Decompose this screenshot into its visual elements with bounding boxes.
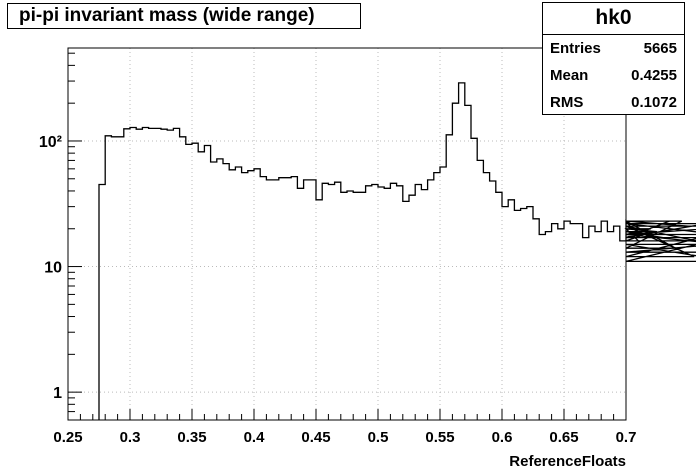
stats-value: 0.4255 [631, 67, 677, 84]
stats-key: RMS [550, 94, 584, 111]
x-tick-label: 0.45 [301, 429, 330, 446]
x-axis-label: ReferenceFloats [509, 453, 626, 470]
histogram-step-line [98, 82, 696, 420]
histogram-name: hk0 [543, 3, 684, 35]
y-tick-label: 10 [44, 260, 62, 277]
x-tick-labels: 0.25 0.3 0.35 0.4 0.45 0.5 0.55 0.6 0.65 0.7 [53, 429, 636, 446]
x-tick-label: 0.55 [425, 429, 454, 446]
x-axis-ticks [67, 409, 627, 420]
y-tick-labels: 1 10 10² [39, 134, 62, 402]
stats-row-rms: RMS 0.1072 [543, 89, 684, 116]
grid-lines [68, 48, 626, 420]
x-tick-label: 0.6 [492, 429, 513, 446]
x-tick-label: 0.7 [616, 429, 637, 446]
stats-value: 0.1072 [631, 94, 677, 111]
x-tick-label: 0.35 [177, 429, 206, 446]
stats-row-mean: Mean 0.4255 [543, 62, 684, 89]
plot-frame [67, 47, 627, 421]
stats-box: hk0 Entries 5665 Mean 0.4255 RMS 0.1072 [542, 2, 685, 115]
stats-row-entries: Entries 5665 [543, 35, 684, 62]
x-tick-label: 0.4 [244, 429, 266, 446]
chart-title: pi-pi invariant mass (wide range) [7, 3, 361, 29]
y-axis-ticks [68, 52, 82, 413]
x-tick-label: 0.5 [368, 429, 389, 446]
stats-key: Entries [550, 40, 601, 57]
y-tick-label: 10² [39, 134, 62, 151]
stats-key: Mean [550, 67, 589, 84]
x-tick-label: 0.3 [120, 429, 141, 446]
stats-value: 5665 [643, 40, 677, 57]
x-tick-label: 0.65 [549, 429, 578, 446]
x-tick-label: 0.25 [53, 429, 82, 446]
y-tick-label: 1 [53, 385, 62, 402]
